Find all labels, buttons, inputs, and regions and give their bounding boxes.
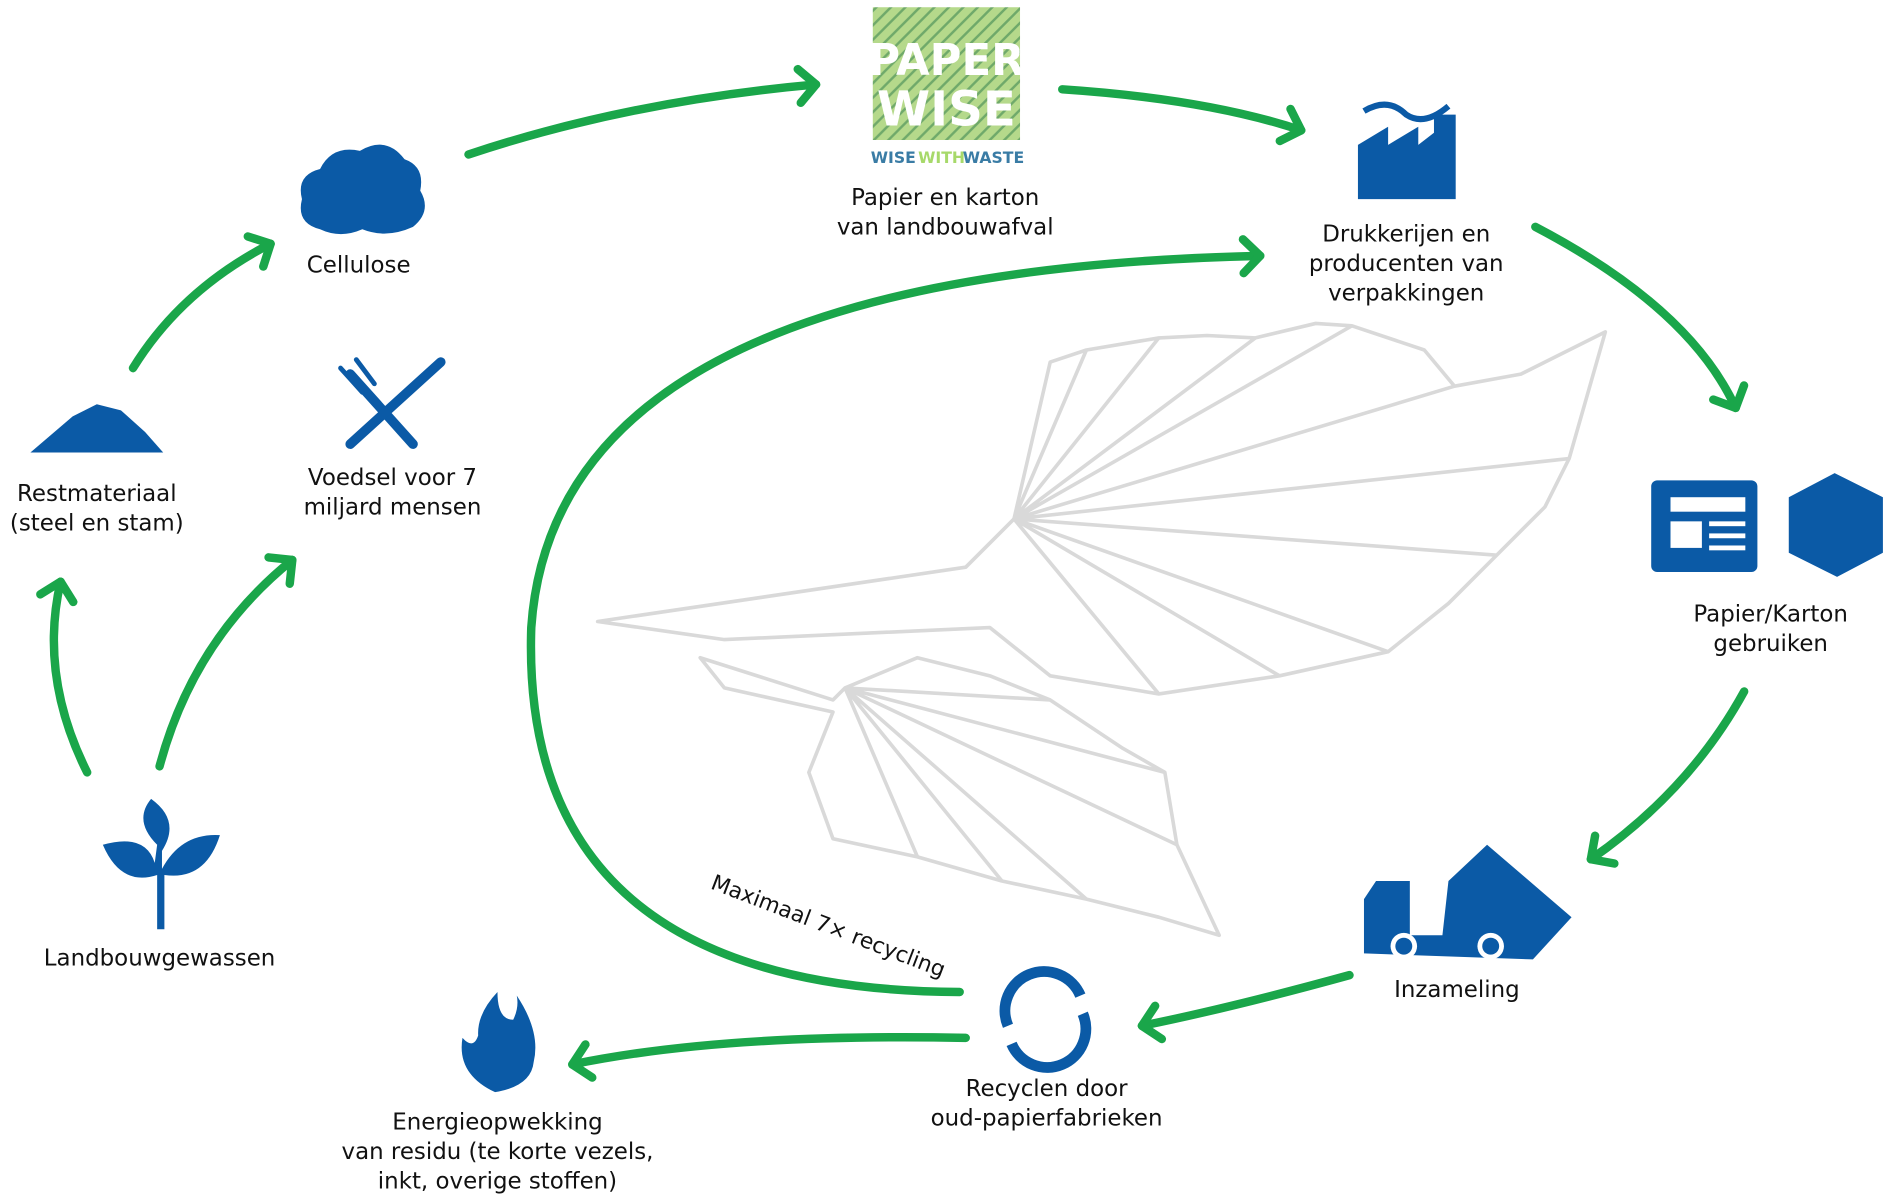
node-label: gebruiken: [1713, 631, 1828, 657]
node-label: (steel en stam): [10, 510, 184, 536]
logo-bottom: WISE: [877, 82, 1016, 138]
node-label: miljard mensen: [304, 495, 482, 521]
fire-icon: [462, 992, 536, 1092]
logo-tagline: WITH: [918, 148, 965, 167]
logo-tagline: WASTE: [963, 148, 1024, 167]
box-icon: [1789, 473, 1883, 577]
paper-fan: [598, 323, 1606, 935]
node-label: Inzameling: [1394, 977, 1520, 1003]
cloud-icon: [301, 145, 425, 234]
node-label: Papier en karton: [851, 185, 1039, 211]
node-label: Papier/Karton: [1693, 602, 1848, 628]
node-label: Cellulose: [307, 253, 411, 279]
node-label: oud-papierfabrieken: [931, 1105, 1163, 1131]
node-label: Energieopwekking: [392, 1110, 602, 1136]
logo-top: PAPER: [868, 36, 1024, 86]
factory-icon: [1358, 115, 1456, 199]
node-label: Recyclen door: [966, 1076, 1129, 1102]
node-label: Voedsel voor 7: [308, 465, 477, 491]
node-label: producenten van: [1309, 251, 1504, 277]
node-label: Drukkerijen en: [1322, 221, 1490, 247]
waves-icon: [1364, 105, 1448, 120]
cutlery-icon: [341, 360, 441, 444]
recycling-annotation: Maximaal 7× recycling: [707, 871, 948, 983]
paperwise-logo: PAPER WISE WISE WITH WASTE: [868, 7, 1024, 167]
node-label: inkt, overige stoffen): [378, 1169, 617, 1195]
plant-icon: [103, 799, 220, 929]
node-label: Landbouwgewassen: [44, 945, 276, 971]
node-label: van residu (te korte vezels,: [342, 1139, 654, 1165]
recycle-icon: [1005, 972, 1086, 1068]
heap-icon: [30, 404, 163, 452]
node-label: verpakkingen: [1328, 281, 1484, 307]
node-label: van landbouwafval: [837, 215, 1054, 241]
diagram: PAPER WISE WISE WITH WASTE Cellulose Papi…: [0, 0, 1888, 1202]
labels: Cellulose Papier en karton van landbouwafv…: [10, 185, 1848, 1195]
node-label: Restmateriaal: [17, 481, 177, 507]
newspaper-icon: [1651, 480, 1757, 572]
logo-tagline: WISE: [871, 148, 916, 167]
